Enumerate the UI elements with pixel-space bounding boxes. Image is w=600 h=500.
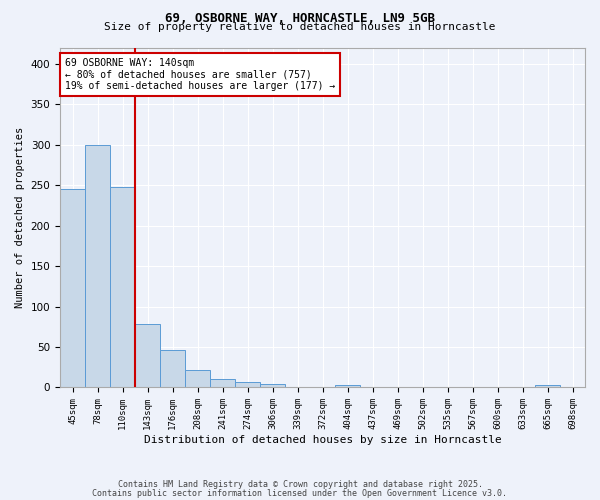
Bar — [260, 384, 285, 388]
Bar — [235, 382, 260, 388]
Text: Contains HM Land Registry data © Crown copyright and database right 2025.: Contains HM Land Registry data © Crown c… — [118, 480, 482, 489]
Bar — [110, 186, 135, 388]
Y-axis label: Number of detached properties: Number of detached properties — [15, 127, 25, 308]
Bar — [160, 350, 185, 388]
Text: Size of property relative to detached houses in Horncastle: Size of property relative to detached ho… — [104, 22, 496, 32]
Text: 69 OSBORNE WAY: 140sqm
← 80% of detached houses are smaller (757)
19% of semi-de: 69 OSBORNE WAY: 140sqm ← 80% of detached… — [65, 58, 335, 91]
X-axis label: Distribution of detached houses by size in Horncastle: Distribution of detached houses by size … — [143, 435, 502, 445]
Bar — [135, 324, 160, 388]
Bar — [535, 385, 560, 388]
Bar — [60, 189, 85, 388]
Bar — [335, 385, 360, 388]
Bar — [210, 380, 235, 388]
Bar — [85, 144, 110, 388]
Text: 69, OSBORNE WAY, HORNCASTLE, LN9 5GB: 69, OSBORNE WAY, HORNCASTLE, LN9 5GB — [165, 12, 435, 26]
Bar — [185, 370, 210, 388]
Text: Contains public sector information licensed under the Open Government Licence v3: Contains public sector information licen… — [92, 488, 508, 498]
